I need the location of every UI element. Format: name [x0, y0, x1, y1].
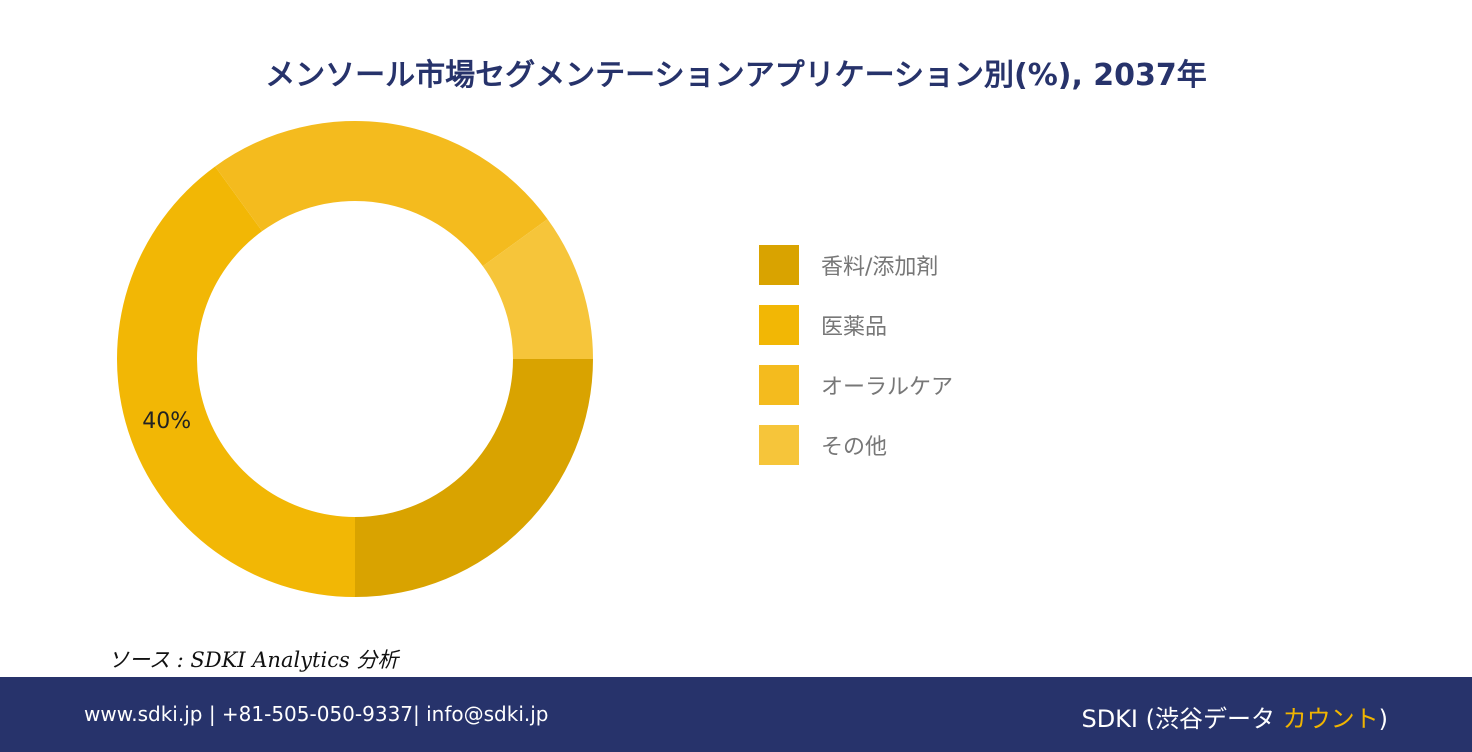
- brand-suffix: ): [1378, 705, 1388, 733]
- legend-item: オーラルケア: [759, 365, 953, 405]
- donut-chart: 40%: [116, 120, 593, 597]
- legend-label: その他: [821, 435, 888, 460]
- legend-swatch: [759, 305, 799, 345]
- footer-bar: www.sdki.jp | +81-505-050-9337| info@sdk…: [0, 677, 1472, 752]
- source-note: ソース : SDKI Analytics 分析: [108, 648, 399, 672]
- donut-slice: [215, 120, 548, 267]
- chart-legend: 香料/添加剤 医薬品オーラルケア その他: [759, 245, 953, 485]
- donut-slice: [482, 219, 593, 359]
- legend-item: 香料/添加剤: [759, 245, 953, 285]
- legend-swatch: [759, 365, 799, 405]
- legend-label: 医薬品: [821, 315, 888, 340]
- legend-swatch: [759, 245, 799, 285]
- legend-item: 医薬品: [759, 305, 953, 345]
- legend-swatch: [759, 425, 799, 465]
- donut-slice: [116, 166, 355, 597]
- brand-prefix: SDKI (渋谷データ: [1081, 705, 1283, 733]
- slice-data-label: 40%: [142, 409, 191, 434]
- donut-slice: [355, 359, 593, 597]
- legend-item: その他: [759, 425, 953, 465]
- footer-contact: www.sdki.jp | +81-505-050-9337| info@sdk…: [84, 702, 549, 726]
- brand-accent: カウント: [1282, 705, 1379, 733]
- chart-title: メンソール市場セグメンテーションアプリケーション別(%), 2037年: [265, 58, 1207, 93]
- legend-label: オーラルケア: [821, 375, 954, 400]
- legend-label: 香料/添加剤: [821, 255, 939, 280]
- footer-brand: SDKI (渋谷データ カウント): [1081, 699, 1388, 734]
